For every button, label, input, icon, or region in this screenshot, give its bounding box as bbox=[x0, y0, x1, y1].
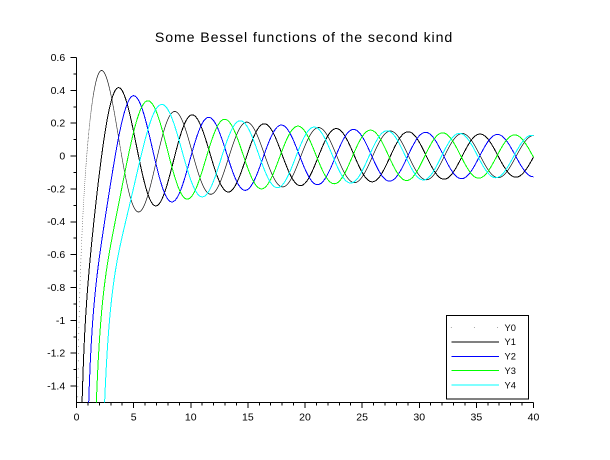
svg-text:-1: -1 bbox=[56, 315, 65, 327]
svg-text:25: 25 bbox=[356, 412, 368, 424]
svg-text:15: 15 bbox=[242, 412, 254, 424]
svg-text:35: 35 bbox=[471, 412, 483, 424]
svg-text:-0.8: -0.8 bbox=[47, 282, 65, 294]
svg-text:-0.2: -0.2 bbox=[47, 183, 65, 195]
svg-text:0: 0 bbox=[59, 150, 65, 162]
svg-text:Y0: Y0 bbox=[505, 323, 516, 333]
svg-text:0.2: 0.2 bbox=[51, 118, 66, 130]
svg-text:Y4: Y4 bbox=[505, 380, 516, 390]
svg-text:Y2: Y2 bbox=[505, 352, 516, 362]
svg-text:0.4: 0.4 bbox=[51, 85, 66, 97]
svg-text:-1.4: -1.4 bbox=[47, 380, 65, 392]
svg-text:-0.4: -0.4 bbox=[47, 216, 65, 228]
svg-text:Y3: Y3 bbox=[505, 366, 516, 376]
svg-text:10: 10 bbox=[185, 412, 197, 424]
svg-text:30: 30 bbox=[413, 412, 425, 424]
svg-text:-1.2: -1.2 bbox=[47, 348, 65, 360]
svg-text:0: 0 bbox=[74, 412, 80, 424]
svg-text:40: 40 bbox=[528, 412, 540, 424]
svg-text:5: 5 bbox=[131, 412, 137, 424]
svg-text:20: 20 bbox=[299, 412, 311, 424]
svg-text:0.6: 0.6 bbox=[51, 52, 66, 64]
svg-text:Some Bessel functions of the s: Some Bessel functions of the second kind bbox=[155, 30, 453, 46]
svg-text:-0.6: -0.6 bbox=[47, 249, 65, 261]
svg-text:Y1: Y1 bbox=[505, 337, 516, 347]
